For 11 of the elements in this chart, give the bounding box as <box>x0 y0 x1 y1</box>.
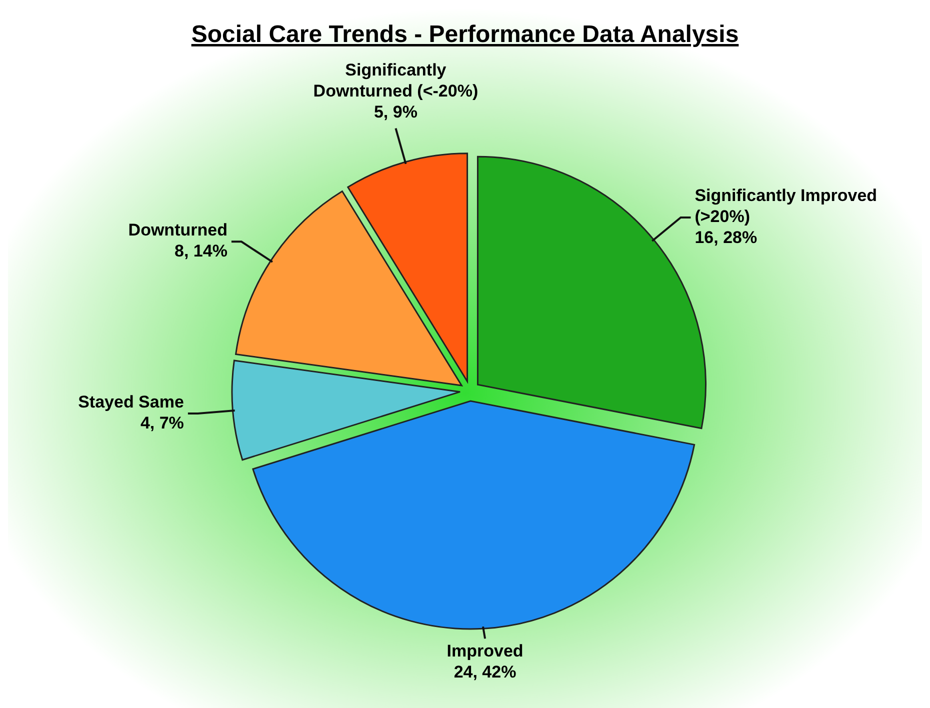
data-label: 24, 42% <box>454 662 516 682</box>
data-label: 16, 28% <box>694 228 758 247</box>
slice-label: Improved <box>446 642 524 661</box>
data-label: 5, 9% <box>374 102 418 122</box>
slice-label: Downturned <box>128 220 228 240</box>
slice-label: Significantly Downturned (<-20%) <box>313 60 478 100</box>
data-label: 4, 7% <box>140 414 184 433</box>
slice-label: Stayed Same <box>78 392 184 412</box>
slice-label: Significantly Improved (>20%) <box>694 186 878 226</box>
chart-title: Social Care Trends - Performance Data Analysis <box>191 21 739 48</box>
data-label: 8, 14% <box>174 242 228 261</box>
